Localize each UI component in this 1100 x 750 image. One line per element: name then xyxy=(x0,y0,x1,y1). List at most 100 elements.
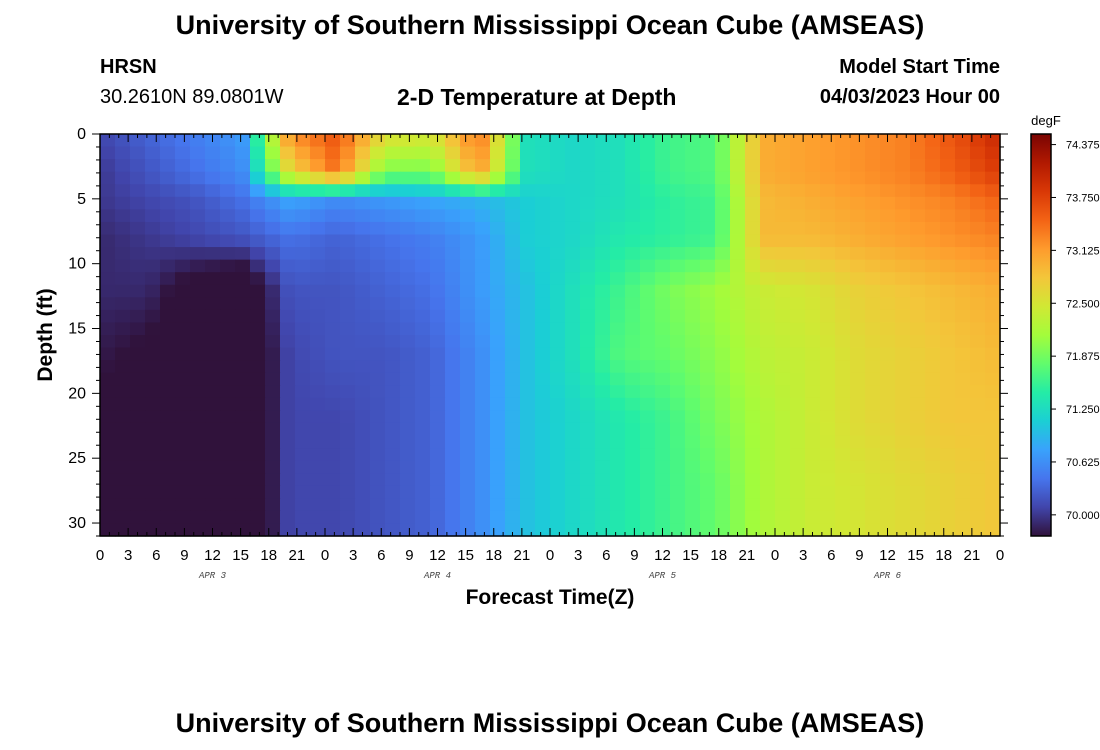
heatmap-cell xyxy=(205,196,221,210)
heatmap-cell xyxy=(850,184,866,198)
heatmap-cell xyxy=(835,397,851,411)
heatmap-cell xyxy=(940,360,956,374)
heatmap-cell xyxy=(595,460,611,474)
heatmap-cell xyxy=(310,485,326,499)
heatmap-cell xyxy=(400,134,416,148)
heatmap-cell xyxy=(955,146,971,160)
heatmap-cell xyxy=(595,196,611,210)
heatmap-cell xyxy=(895,473,911,487)
heatmap-cell xyxy=(430,272,446,286)
heatmap-cell xyxy=(955,322,971,336)
heatmap-cell xyxy=(475,448,491,462)
heatmap-cell xyxy=(700,397,716,411)
heatmap-cell xyxy=(580,397,596,411)
heatmap-cell xyxy=(235,460,251,474)
heatmap-cell xyxy=(205,221,221,236)
heatmap-cell xyxy=(940,460,956,474)
day-label: APR 5 xyxy=(648,571,677,581)
heatmap-cell xyxy=(910,209,926,223)
heatmap-cell xyxy=(370,247,386,261)
heatmap-cell xyxy=(925,372,941,386)
heatmap-cell xyxy=(145,422,161,437)
heatmap-cell xyxy=(490,335,506,349)
heatmap-cell xyxy=(565,322,581,336)
heatmap-cell xyxy=(235,498,251,512)
heatmap-cell xyxy=(775,448,791,462)
heatmap-cell xyxy=(955,410,971,424)
heatmap-cell xyxy=(160,435,176,449)
heatmap-cell xyxy=(595,347,611,361)
heatmap-cell xyxy=(370,347,386,361)
heatmap-cell xyxy=(985,184,1001,198)
heatmap-cell xyxy=(805,473,821,487)
heatmap-cell xyxy=(700,309,716,324)
heatmap-cell xyxy=(130,422,146,437)
heatmap-cell xyxy=(775,372,791,386)
heatmap-cell xyxy=(175,397,191,411)
heatmap-cell xyxy=(820,473,836,487)
heatmap-cell xyxy=(340,171,356,185)
heatmap-cell xyxy=(865,485,881,499)
heatmap-cell xyxy=(430,297,446,311)
heatmap-cell xyxy=(100,335,116,349)
heatmap-cell xyxy=(175,372,191,386)
heatmap-cell xyxy=(715,322,731,336)
heatmap-cell xyxy=(430,309,446,324)
heatmap-cell xyxy=(505,322,521,336)
heatmap-cell xyxy=(760,272,776,286)
heatmap-cell xyxy=(475,335,491,349)
heatmap-cell xyxy=(340,309,356,324)
heatmap-cell xyxy=(535,309,551,324)
heatmap-cell xyxy=(220,335,236,349)
heatmap-cell xyxy=(640,234,656,248)
heatmap-cell xyxy=(670,184,686,198)
heatmap-cell xyxy=(370,159,386,173)
heatmap-cell xyxy=(250,422,266,437)
heatmap-cell xyxy=(685,498,701,512)
heatmap-cell xyxy=(160,272,176,286)
heatmap-cell xyxy=(565,146,581,160)
heatmap-cell xyxy=(355,247,371,261)
heatmap-cell xyxy=(820,435,836,449)
heatmap-cell xyxy=(610,247,626,261)
heatmap-cell xyxy=(505,473,521,487)
heatmap-cell xyxy=(190,221,206,236)
heatmap-cell xyxy=(565,309,581,324)
heatmap-cell xyxy=(235,209,251,223)
heatmap-cell xyxy=(130,322,146,336)
heatmap-cell xyxy=(145,159,161,173)
heatmap-cell xyxy=(760,221,776,236)
heatmap-cell xyxy=(790,234,806,248)
heatmap-cell xyxy=(295,510,311,525)
heatmap-cell xyxy=(565,498,581,512)
heatmap-cell xyxy=(805,410,821,424)
heatmap-cell xyxy=(115,209,131,223)
heatmap-cell xyxy=(790,322,806,336)
heatmap-cell xyxy=(940,448,956,462)
heatmap-cell xyxy=(805,448,821,462)
heatmap-cell xyxy=(820,460,836,474)
heatmap-cell xyxy=(595,284,611,298)
heatmap-cell xyxy=(955,335,971,349)
heatmap-cell xyxy=(505,448,521,462)
heatmap-cell xyxy=(895,259,911,273)
heatmap-cell xyxy=(910,435,926,449)
heatmap-cell xyxy=(910,347,926,361)
heatmap-cell xyxy=(775,523,791,537)
heatmap-cell xyxy=(445,385,461,399)
heatmap-cell xyxy=(115,297,131,311)
heatmap-cell xyxy=(745,473,761,487)
heatmap-cell xyxy=(265,196,281,210)
heatmap-cell xyxy=(820,448,836,462)
heatmap-cell xyxy=(970,410,986,424)
heatmap-cell xyxy=(130,347,146,361)
heatmap-cell xyxy=(955,247,971,261)
heatmap-cell xyxy=(880,234,896,248)
heatmap-cell xyxy=(415,209,431,223)
heatmap-cell xyxy=(415,196,431,210)
heatmap-cell xyxy=(400,360,416,374)
heatmap-cell xyxy=(400,196,416,210)
heatmap-cell xyxy=(655,196,671,210)
heatmap-cell xyxy=(460,259,476,273)
heatmap-cell xyxy=(265,297,281,311)
